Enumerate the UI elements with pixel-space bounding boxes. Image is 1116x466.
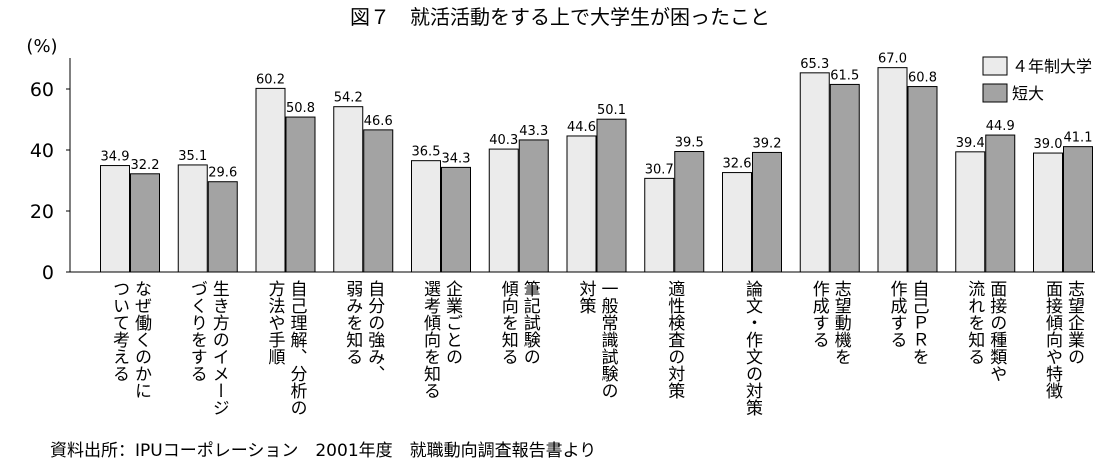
bar bbox=[363, 129, 394, 273]
value-label: 34.9 bbox=[101, 150, 130, 165]
bar bbox=[955, 151, 986, 273]
bar bbox=[1063, 146, 1093, 273]
bar bbox=[488, 148, 519, 273]
value-label: 50.1 bbox=[597, 103, 626, 118]
bar bbox=[1033, 152, 1063, 273]
value-label: 54.2 bbox=[334, 91, 363, 106]
bar bbox=[518, 139, 549, 273]
x-tick-label: 企業ごとの bbox=[442, 280, 463, 365]
source-note: 資料出所：IPUコーポレーション 2001年度 就職動向調査報告書より bbox=[50, 441, 596, 461]
value-label: 35.1 bbox=[178, 149, 207, 164]
bar bbox=[285, 116, 316, 273]
value-label: 67.0 bbox=[878, 52, 907, 67]
value-label: 32.2 bbox=[131, 158, 160, 173]
x-tick-label: 選考傾向を知る bbox=[420, 280, 441, 399]
bar bbox=[877, 67, 908, 273]
bar bbox=[722, 172, 752, 273]
bar bbox=[207, 181, 238, 273]
bar bbox=[441, 166, 471, 273]
x-tick-label: 流れを知る bbox=[964, 280, 985, 365]
x-tick-label: 志望動機を bbox=[831, 280, 852, 365]
bar bbox=[255, 87, 286, 273]
value-label: 60.2 bbox=[256, 72, 285, 87]
x-tick-label: 適性検査の対策 bbox=[664, 280, 685, 399]
value-label: 39.5 bbox=[675, 136, 704, 151]
legend-label: ４年制大学 bbox=[1012, 57, 1092, 76]
x-tick-label: 方法や手順 bbox=[265, 280, 286, 365]
y-tick-label: 40 bbox=[30, 140, 54, 162]
bar bbox=[596, 118, 627, 273]
x-tick-label: ついて考える bbox=[109, 280, 130, 382]
x-tick-label: 自分の強み、 bbox=[364, 280, 385, 382]
bar bbox=[644, 177, 675, 273]
value-label: 61.5 bbox=[830, 68, 859, 83]
value-label: 44.9 bbox=[986, 119, 1015, 134]
bar bbox=[829, 83, 860, 273]
x-tick-label: 面接の種類や bbox=[986, 280, 1007, 382]
value-label: 40.3 bbox=[489, 133, 518, 148]
chart-title: 図７ 就活活動をする上で大学生が困ったこと bbox=[350, 5, 770, 29]
value-label: 34.3 bbox=[442, 151, 471, 166]
legend-swatch bbox=[982, 56, 1008, 76]
bar bbox=[674, 151, 705, 273]
value-label: 30.7 bbox=[645, 162, 674, 177]
legend-label: 短大 bbox=[1012, 84, 1044, 103]
x-tick-label: 自己理解、分析の bbox=[287, 280, 308, 416]
bar bbox=[100, 165, 130, 273]
y-tick-label: 60 bbox=[30, 79, 54, 101]
x-tick-label: 面接傾向や特徴 bbox=[1042, 280, 1063, 399]
x-tick-label: 一般常識試験の bbox=[598, 280, 619, 399]
value-label: 44.6 bbox=[567, 120, 596, 135]
value-label: 32.6 bbox=[723, 157, 752, 172]
x-tick-label: 作成する bbox=[809, 280, 830, 348]
value-label: 39.0 bbox=[1034, 137, 1063, 152]
value-label: 39.4 bbox=[956, 136, 985, 151]
bar bbox=[907, 86, 938, 273]
y-tick-label: 0 bbox=[42, 262, 54, 284]
value-label: 36.5 bbox=[412, 145, 441, 160]
x-tick-label: なぜ働くのかに bbox=[131, 280, 152, 399]
x-tick-label: 対策 bbox=[576, 280, 597, 314]
x-tick-label: 自己ＰＲを bbox=[909, 280, 929, 365]
y-tick-label: 20 bbox=[30, 201, 54, 223]
value-label: 65.3 bbox=[800, 57, 829, 72]
bar bbox=[130, 173, 160, 273]
bar bbox=[985, 134, 1016, 273]
value-label: 39.2 bbox=[753, 136, 782, 151]
value-label: 29.6 bbox=[208, 166, 237, 181]
x-tick-label: 傾向を知る bbox=[498, 280, 519, 365]
legend-swatch bbox=[982, 83, 1008, 103]
bar bbox=[177, 164, 208, 273]
value-label: 60.8 bbox=[908, 71, 937, 86]
y-axis-label: (%) bbox=[26, 36, 57, 57]
x-tick-label: 作成する bbox=[887, 280, 908, 348]
bar bbox=[799, 72, 830, 273]
bar bbox=[333, 106, 364, 273]
x-tick-label: 論文・作文の対策 bbox=[742, 280, 763, 416]
value-label: 41.1 bbox=[1064, 131, 1093, 146]
x-tick-label: づくりをする bbox=[187, 280, 207, 382]
bar bbox=[752, 151, 782, 273]
x-tick-label: 弱みを知る bbox=[342, 280, 363, 365]
x-tick-label: 生き方のイメージ bbox=[209, 280, 230, 416]
x-tick-label: 志望企業の bbox=[1064, 280, 1085, 365]
bar bbox=[566, 135, 597, 273]
value-label: 43.3 bbox=[519, 124, 548, 139]
value-label: 46.6 bbox=[364, 114, 393, 129]
bar bbox=[411, 160, 441, 273]
value-label: 50.8 bbox=[286, 101, 315, 116]
x-tick-label: 筆記試験の bbox=[520, 280, 541, 365]
